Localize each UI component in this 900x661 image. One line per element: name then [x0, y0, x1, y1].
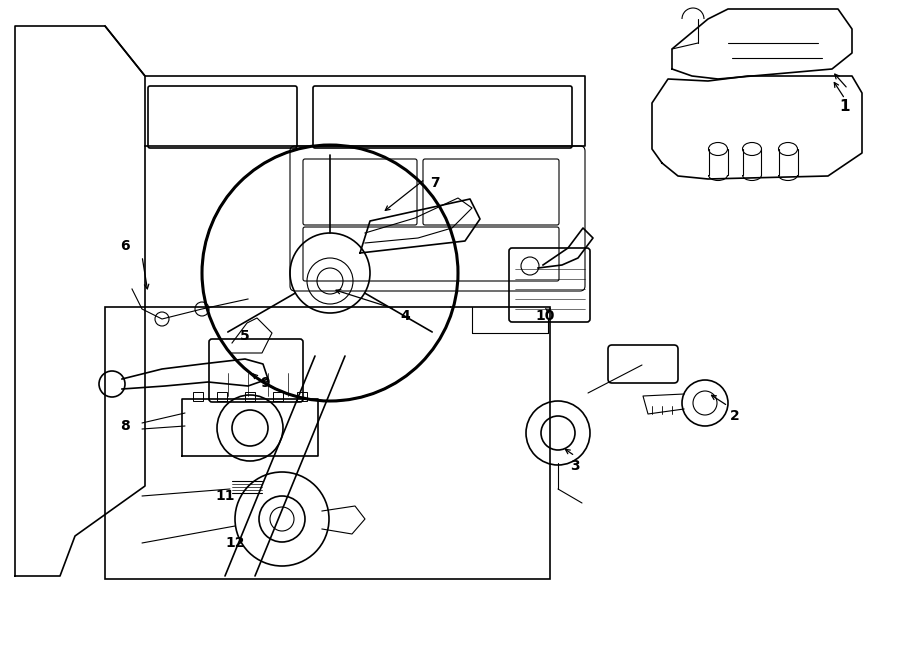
- Text: 7: 7: [430, 176, 440, 190]
- Text: 3: 3: [571, 459, 580, 473]
- Text: 10: 10: [536, 309, 554, 323]
- Bar: [193, 392, 203, 401]
- Text: 2: 2: [730, 409, 740, 423]
- Text: 11: 11: [215, 489, 235, 503]
- Text: 1: 1: [840, 98, 850, 114]
- Text: 5: 5: [240, 329, 250, 343]
- Bar: [273, 392, 283, 401]
- Text: 8: 8: [120, 419, 130, 433]
- Bar: [245, 392, 255, 401]
- Text: 9: 9: [260, 376, 270, 390]
- Bar: [105, 307, 550, 579]
- Bar: [297, 392, 307, 401]
- Bar: [217, 392, 227, 401]
- Text: 4: 4: [400, 309, 410, 323]
- Text: 12: 12: [225, 536, 245, 550]
- Text: 6: 6: [121, 239, 130, 253]
